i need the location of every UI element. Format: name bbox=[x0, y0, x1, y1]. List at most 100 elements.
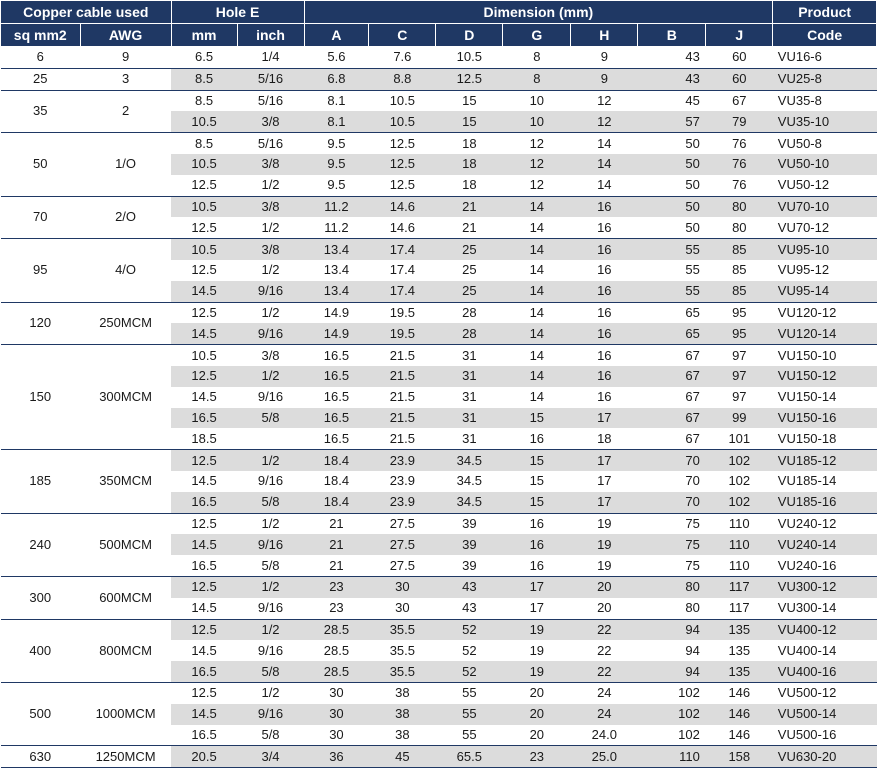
table-row: 25 3 8.5 5/16 6.8 8.8 12.5 8 9 43 60 VU25-8 bbox=[0, 67, 877, 91]
header-b: B bbox=[637, 23, 707, 47]
cell-sq-mm2: 185 bbox=[0, 449, 81, 514]
cell-dim-j: 146 bbox=[705, 681, 773, 704]
cell-dim-b: 50 bbox=[637, 195, 706, 218]
cell-dim-c: 10.5 bbox=[368, 111, 436, 133]
cell-hole-inch: 9/16 bbox=[237, 386, 304, 408]
table-row: 10.5 3/8 8.1 10.5 15 10 12 57 79 VU35-10 bbox=[1, 111, 877, 133]
cell-dim-a: 18.4 bbox=[304, 470, 369, 492]
cell-dim-d: 31 bbox=[435, 344, 503, 366]
cell-awg: 2 bbox=[80, 89, 172, 133]
cell-dim-d: 39 bbox=[435, 534, 503, 556]
cell-dim-d: 34.5 bbox=[435, 470, 503, 492]
cell-dim-c: 21.5 bbox=[368, 407, 436, 429]
cell-dim-c: 21.5 bbox=[368, 428, 436, 450]
cell-dim-h: 17 bbox=[570, 449, 638, 471]
cell-awg: 3 bbox=[80, 67, 172, 91]
table-row: 14.5 9/16 28.5 35.5 52 19 22 94 135 VU400-14 bbox=[1, 640, 877, 662]
cell-product-code: VU185-12 bbox=[772, 449, 877, 471]
cell-dim-g: 17 bbox=[502, 575, 571, 598]
cell-hole-inch: 1/2 bbox=[237, 449, 304, 471]
cell-dim-d: 18 bbox=[435, 174, 503, 197]
cell-sq-mm2: 50 bbox=[0, 132, 81, 197]
cell-dim-a: 11.2 bbox=[304, 217, 369, 239]
cell-dim-d: 43 bbox=[435, 597, 503, 620]
table-row: 10.5 3/8 9.5 12.5 18 12 14 50 76 VU50-10 bbox=[1, 153, 877, 175]
cell-dim-a: 9.5 bbox=[304, 174, 369, 197]
cell-dim-g: 23 bbox=[502, 745, 571, 768]
cell-dim-g: 17 bbox=[502, 597, 571, 620]
cell-dim-h: 14 bbox=[570, 132, 638, 154]
table-row: 400 800MCM 12.5 1/2 28.5 35.5 52 19 22 94 135 VU400… bbox=[0, 618, 877, 683]
cell-awg: 350MCM bbox=[80, 449, 172, 514]
cell-dim-g: 16 bbox=[502, 534, 571, 556]
table-row: 14.5 9/16 14.9 19.5 28 14 16 65 95 VU120-14 bbox=[1, 323, 877, 345]
table-row: 16.5 5/8 21 27.5 39 16 19 75 110 VU240-16 bbox=[1, 555, 877, 577]
cell-dim-j: 102 bbox=[705, 491, 773, 514]
cell-dim-a: 30 bbox=[304, 724, 369, 746]
cell-awg: 300MCM bbox=[80, 344, 172, 450]
table-row: 70 2/O 10.5 3/8 11.2 14.6 21 14 16 50 80 VU70-10 bbox=[0, 195, 877, 239]
cell-dim-h: 16 bbox=[570, 344, 638, 366]
table-row: 50 1/O 8.5 5/16 9.5 12.5 18 12 14 50 76 VU50-8 bbox=[0, 132, 877, 197]
cell-dim-d: 25 bbox=[435, 280, 503, 303]
cell-dim-j: 60 bbox=[705, 67, 773, 91]
cell-dim-d: 12.5 bbox=[435, 67, 503, 91]
cell-product-code: VU50-12 bbox=[772, 174, 877, 197]
cell-dim-b: 55 bbox=[637, 280, 706, 303]
cell-dim-g: 15 bbox=[502, 407, 571, 429]
cell-dim-j: 102 bbox=[705, 449, 773, 471]
cell-dim-h: 12 bbox=[570, 89, 638, 112]
cell-dim-b: 67 bbox=[637, 344, 706, 366]
cell-hole-mm: 14.5 bbox=[171, 280, 238, 303]
cell-dim-c: 10.5 bbox=[368, 89, 436, 112]
cell-awg: 1000MCM bbox=[80, 681, 172, 746]
cell-hole-inch: 9/16 bbox=[237, 280, 304, 303]
cell-dim-d: 31 bbox=[435, 428, 503, 450]
cell-dim-d: 52 bbox=[435, 661, 503, 683]
cell-dim-h: 16 bbox=[570, 217, 638, 239]
cell-dim-j: 85 bbox=[705, 259, 773, 281]
cell-dim-g: 16 bbox=[502, 512, 571, 535]
cell-dim-j: 95 bbox=[705, 323, 773, 345]
cell-dim-d: 21 bbox=[435, 217, 503, 239]
cell-dim-c: 38 bbox=[368, 681, 436, 704]
cell-dim-a: 21 bbox=[304, 512, 369, 535]
cell-dim-c: 45 bbox=[368, 745, 436, 768]
cell-dim-c: 14.6 bbox=[368, 217, 436, 239]
table-row: 240 500MCM 12.5 1/2 21 27.5 39 16 19 75 110 VU240-1… bbox=[0, 512, 877, 577]
header-h: H bbox=[570, 23, 639, 47]
cell-hole-inch: 3/8 bbox=[237, 344, 304, 366]
table-row: 14.5 9/16 16.5 21.5 31 14 16 67 97 VU150-14 bbox=[1, 386, 877, 408]
cell-hole-mm: 16.5 bbox=[171, 724, 238, 746]
cell-dim-g: 14 bbox=[502, 365, 571, 387]
cell-hole-mm: 14.5 bbox=[171, 470, 238, 492]
table-row: 500 1000MCM 12.5 1/2 30 38 55 20 24 102 146 VU500-1… bbox=[0, 681, 877, 746]
cell-hole-mm: 10.5 bbox=[171, 344, 238, 366]
cell-product-code: VU150-16 bbox=[772, 407, 877, 429]
cell-product-code: VU150-14 bbox=[772, 386, 877, 408]
header-copper-cable: Copper cable used bbox=[0, 0, 172, 24]
cell-dim-j: 76 bbox=[705, 153, 773, 175]
header-c: C bbox=[368, 23, 437, 47]
cell-dim-h: 17 bbox=[570, 470, 638, 492]
cell-dim-a: 30 bbox=[304, 681, 369, 704]
cell-dim-g: 19 bbox=[502, 618, 571, 641]
cell-sq-mm2: 150 bbox=[0, 344, 81, 450]
cell-dim-c: 30 bbox=[368, 575, 436, 598]
cell-product-code: VU240-16 bbox=[772, 555, 877, 577]
cell-dim-c: 17.4 bbox=[368, 238, 436, 260]
cell-dim-d: 21 bbox=[435, 195, 503, 218]
table-row: 14.5 9/16 13.4 17.4 25 14 16 55 85 VU95-14 bbox=[1, 280, 877, 303]
cell-dim-c: 7.6 bbox=[368, 46, 436, 69]
cell-dim-g: 15 bbox=[502, 449, 571, 471]
cell-dim-a: 16.5 bbox=[304, 428, 369, 450]
cell-dim-b: 45 bbox=[637, 89, 706, 112]
cell-dim-b: 50 bbox=[637, 217, 706, 239]
cell-hole-mm: 16.5 bbox=[171, 661, 238, 683]
cell-dim-g: 16 bbox=[502, 555, 571, 577]
cell-product-code: VU150-12 bbox=[772, 365, 877, 387]
cell-hole-inch: 9/16 bbox=[237, 470, 304, 492]
cell-dim-h: 16 bbox=[570, 323, 638, 345]
cell-dim-h: 16 bbox=[570, 238, 638, 260]
table-row: 120 250MCM 12.5 1/2 14.9 19.5 28 14 16 65 95 VU120-… bbox=[0, 301, 877, 345]
